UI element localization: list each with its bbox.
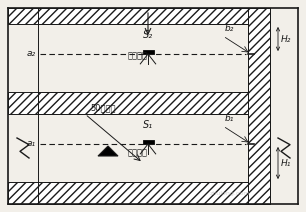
Text: a₂: a₂ <box>27 49 36 59</box>
Text: H₂: H₂ <box>281 35 291 43</box>
Text: b₂: b₂ <box>225 24 234 33</box>
Bar <box>143 140 154 144</box>
Text: 50米钉尺: 50米钉尺 <box>90 103 115 112</box>
Text: 待测楼层: 待测楼层 <box>128 52 148 60</box>
Bar <box>38 92 270 114</box>
Text: S₁: S₁ <box>143 120 153 130</box>
Bar <box>8 182 270 204</box>
Bar <box>248 8 270 204</box>
Text: zhulong.com: zhulong.com <box>210 191 250 197</box>
Polygon shape <box>98 146 118 156</box>
Text: a₁: a₁ <box>27 139 36 148</box>
Bar <box>8 182 38 204</box>
Text: S₂: S₂ <box>143 30 153 40</box>
Bar <box>8 92 38 114</box>
Text: b₁: b₁ <box>225 114 234 123</box>
Bar <box>38 8 270 24</box>
Bar <box>8 8 38 24</box>
Bar <box>143 50 154 54</box>
Text: H₁: H₁ <box>281 159 291 167</box>
Text: 结构首层: 结构首层 <box>128 148 148 158</box>
